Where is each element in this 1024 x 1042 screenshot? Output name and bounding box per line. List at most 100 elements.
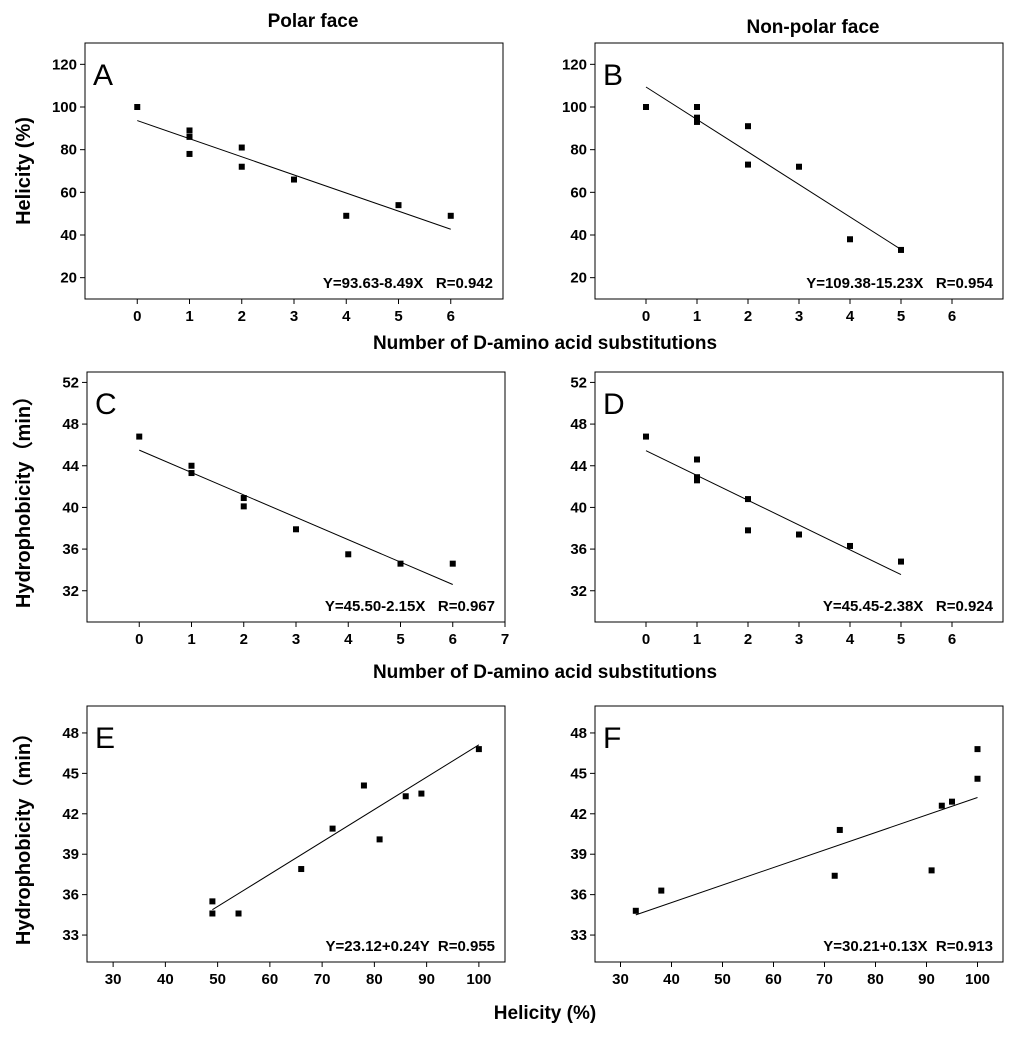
- panel-c-xtick-label: 1: [187, 631, 195, 648]
- panel-a-data-point: [186, 150, 193, 157]
- panel-e-xtick-label: 70: [314, 971, 331, 988]
- panel-a-ytick-label: 40: [60, 227, 77, 244]
- panel-b-xtick-label: 4: [846, 308, 855, 325]
- panel-e-xtick-label: 50: [209, 971, 226, 988]
- panel-f-data-point: [836, 826, 843, 833]
- panel-c-ytick-label: 32: [62, 583, 79, 600]
- panel-d-xtick-label: 1: [693, 631, 701, 648]
- panel-b-ytick-label: 100: [562, 99, 587, 116]
- panel-c-fit-line: [139, 449, 453, 585]
- panel-e-y-axis-title: Hydrophobicity（min）: [12, 723, 35, 945]
- panel-e-data-point: [402, 793, 409, 800]
- panel-d-data-point: [694, 456, 700, 463]
- panel-e-letter: E: [95, 722, 115, 755]
- panel-c-data-point: [293, 526, 299, 533]
- panel-b-data-point: [745, 123, 751, 130]
- panel-b: 20 40 60 80 100 120 0 1 2 3 4 5 6 B Y=109.38-15.23X R=…: [562, 42, 1004, 325]
- panel-b-xtick-label: 2: [744, 308, 752, 325]
- panel-b-equation: Y=109.38-15.23X R=0.954: [806, 275, 993, 292]
- panel-e-ytick-label: 39: [62, 846, 79, 863]
- panel-d-ytick-label: 48: [570, 416, 587, 433]
- panel-d-data-point: [745, 527, 751, 534]
- panel-c-ytick-label: 44: [62, 458, 79, 475]
- panel-f-data-point: [928, 867, 935, 874]
- panel-f-ytick-label: 39: [570, 846, 587, 863]
- panel-e-xtick-label: 80: [366, 971, 383, 988]
- panel-f-xtick-label: 40: [663, 971, 680, 988]
- panel-c-xtick-label: 0: [135, 631, 143, 648]
- panel-f-ytick-label: 45: [570, 765, 587, 782]
- panel-c-data-point: [136, 433, 143, 440]
- panel-a-xtick-label: 2: [238, 308, 246, 325]
- panel-d-xtick-label: 6: [948, 631, 956, 648]
- panel-e-data-point: [475, 746, 482, 753]
- panel-a-equation: Y=93.63-8.49X R=0.942: [323, 275, 493, 292]
- panel-d-data-point: [694, 474, 700, 481]
- panel-c-xtick-label: 6: [449, 631, 457, 648]
- panel-a-xtick-label: 0: [133, 308, 141, 325]
- panel-e-data-point: [376, 836, 383, 843]
- panel-f-data-point: [974, 746, 981, 753]
- panel-d-xtick-label: 4: [846, 631, 855, 648]
- panel-a-ytick-label: 120: [52, 56, 77, 73]
- panel-a-y-axis-title: Helicity (%): [13, 117, 35, 225]
- panel-b-ytick-label: 60: [570, 184, 587, 201]
- panel-b-data-point: [898, 246, 904, 253]
- panel-f-ytick-label: 42: [570, 806, 587, 823]
- panel-a-frame: [84, 42, 504, 300]
- panel-b-fit-line: [645, 86, 902, 250]
- panel-a-fit-line: [137, 120, 451, 230]
- panel-b-ytick-label: 20: [570, 270, 587, 287]
- panel-f-xtick-label: 70: [816, 971, 833, 988]
- column-title-polar: Polar face: [268, 11, 359, 32]
- panel-d-xtick-label: 2: [744, 631, 752, 648]
- panel-f-data-point: [938, 802, 945, 809]
- panel-b-data-point: [745, 161, 751, 168]
- panel-f-ytick-label: 48: [570, 725, 587, 742]
- panel-c-data-point: [240, 495, 247, 502]
- panel-a-xtick-label: 6: [447, 308, 455, 325]
- panel-a-data-point: [134, 104, 141, 110]
- panel-d-letter: D: [603, 388, 625, 421]
- panel-b-data-point: [694, 118, 700, 125]
- panel-f-letter: F: [603, 722, 621, 755]
- panel-c-ytick-label: 36: [62, 541, 79, 558]
- panel-a-data-point: [291, 176, 297, 183]
- panel-a-data-point: [238, 144, 245, 151]
- panel-f-xtick-label: 30: [612, 971, 629, 988]
- panel-b-data-point: [694, 104, 700, 110]
- panel-e-xtick-label: 90: [418, 971, 435, 988]
- panel-b-xtick-label: 3: [795, 308, 803, 325]
- panel-e-xtick-label: 60: [262, 971, 279, 988]
- panel-b-data-point: [847, 236, 853, 243]
- panel-d-xtick-label: 3: [795, 631, 803, 648]
- panel-d-equation: Y=45.45-2.38X R=0.924: [823, 598, 994, 615]
- panel-f-xtick-label: 60: [765, 971, 782, 988]
- panel-b-frame: [594, 42, 1004, 300]
- panel-d-frame: [594, 371, 1004, 623]
- panel-f-data-point: [974, 775, 981, 782]
- x-axis-title-row3: Helicity (%): [494, 1003, 596, 1024]
- panel-c-xtick-label: 5: [396, 631, 404, 648]
- panel-d-ytick-label: 32: [570, 583, 587, 600]
- panel-b-xtick-label: 1: [693, 308, 701, 325]
- panel-e-data-point: [418, 790, 425, 797]
- panel-d-ytick-label: 40: [570, 499, 587, 516]
- panel-a-ytick-label: 100: [52, 99, 77, 116]
- panel-f-xtick-label: 50: [714, 971, 731, 988]
- panel-e-data-point: [209, 898, 216, 905]
- panel-a-data-point: [395, 202, 402, 209]
- panel-e-data-point: [209, 910, 216, 917]
- panel-d-fit-line: [645, 450, 902, 576]
- panel-c-equation: Y=45.50-2.15X R=0.967: [325, 598, 495, 615]
- panel-a-ytick-label: 60: [60, 184, 77, 201]
- panel-a-ytick-label: 80: [60, 142, 77, 159]
- panel-f-fit-line: [635, 797, 978, 916]
- panel-a-data-point: [186, 127, 193, 134]
- x-axis-title-row1: Number of D-amino acid substitutions: [373, 333, 717, 354]
- panel-c: 32 36 40 44 48 52 0 1 2 3 4 5 6 7 C Y=45.50-2.15X R=0.9…: [12, 371, 509, 648]
- panel-e-ytick-label: 48: [62, 725, 79, 742]
- panel-d-xtick-label: 5: [897, 631, 905, 648]
